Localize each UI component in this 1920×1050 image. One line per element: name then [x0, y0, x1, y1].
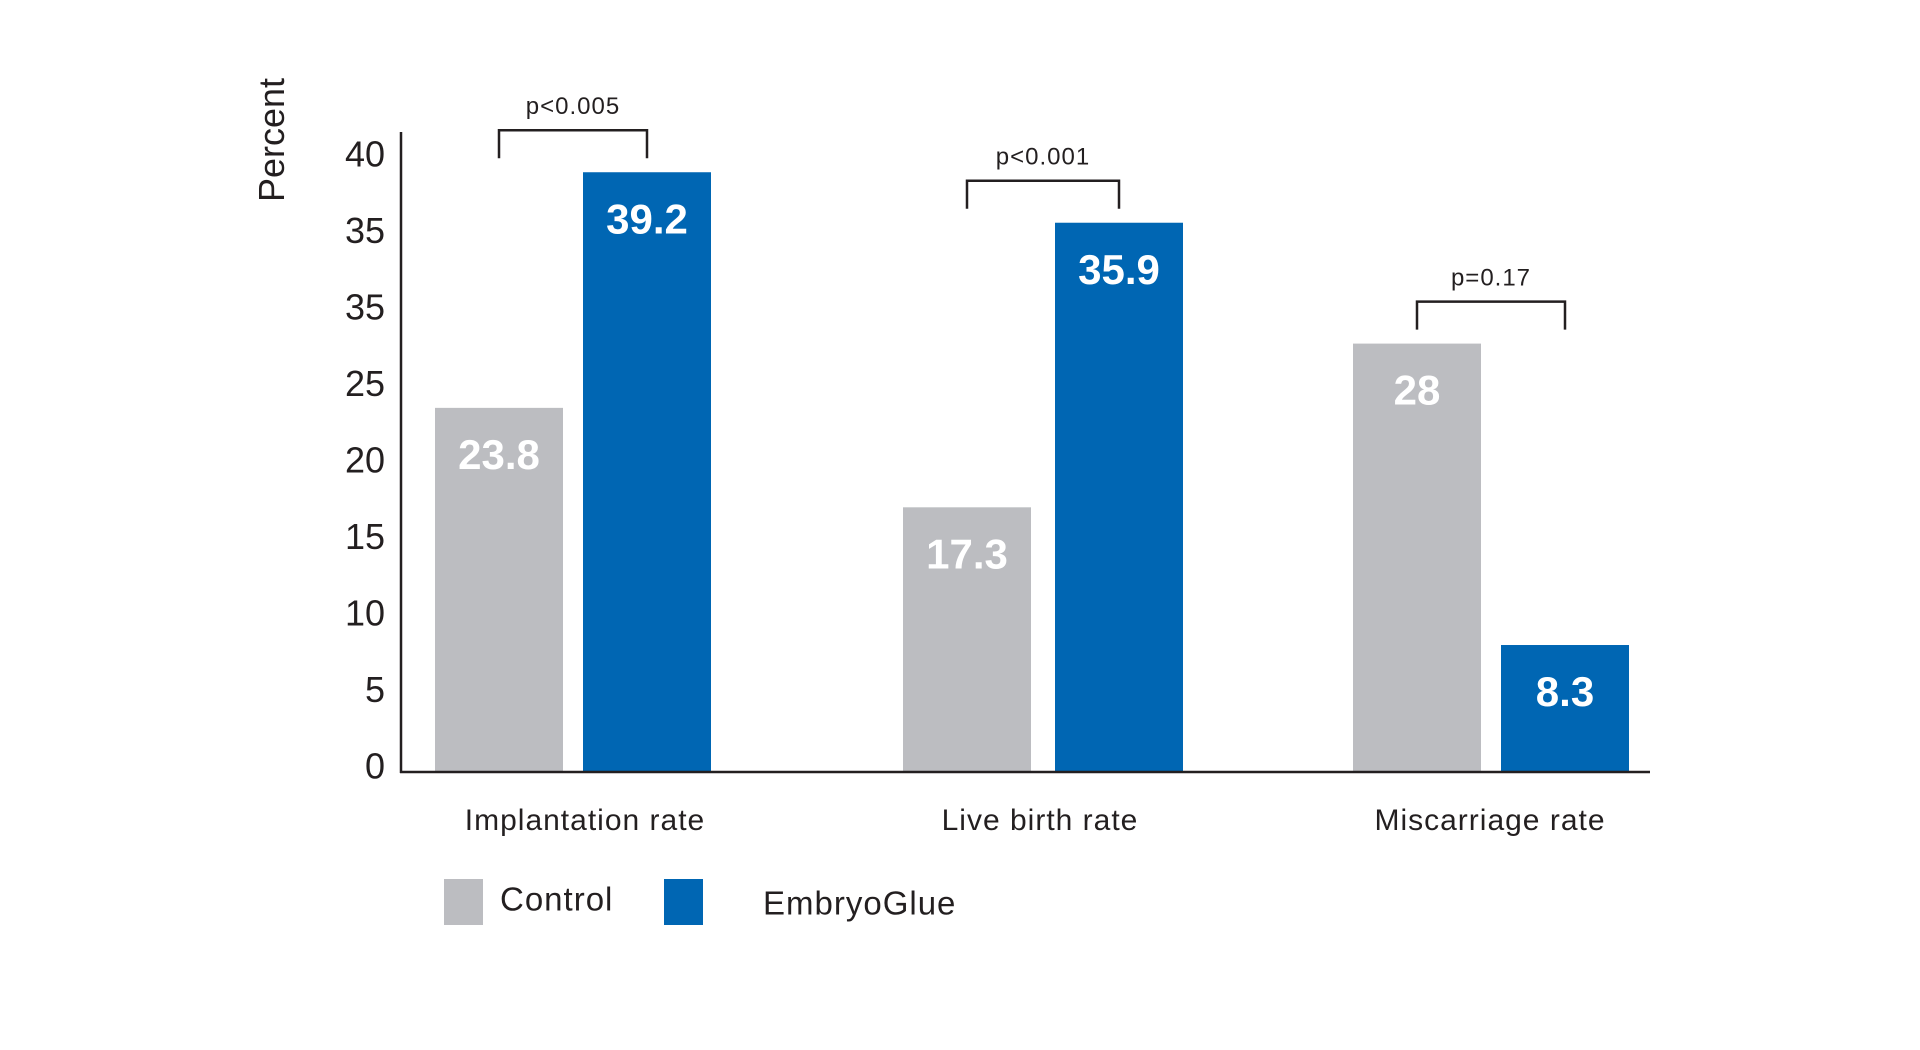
y-tick-label: 20 — [345, 440, 385, 481]
bars: 23.8 39.2 17.3 35.9 28 8.3 — [435, 172, 1629, 773]
bar-embryoglue — [583, 172, 711, 773]
p-value-label: p<0.001 — [996, 144, 1090, 171]
bar-embryoglue — [1501, 645, 1629, 772]
bar-value-label: 35.9 — [1078, 246, 1160, 293]
bar-control — [903, 507, 1031, 772]
legend-swatch-embryoglue — [664, 879, 703, 925]
legend-swatch-control — [444, 879, 483, 925]
y-tick-label: 25 — [345, 363, 385, 404]
y-tick-label: 10 — [345, 593, 385, 634]
y-tick-label: 5 — [365, 669, 385, 710]
bar-control — [435, 407, 563, 772]
y-axis-ticks: 0 5 10 15 20 25 35 35 40 — [345, 134, 385, 787]
p-value-label: p<0.005 — [526, 93, 620, 120]
x-category-label: Implantation rate — [465, 804, 705, 837]
legend: Control EmbryoGlue — [444, 879, 956, 925]
y-tick-label: 40 — [345, 134, 385, 175]
y-tick-label: 35 — [345, 210, 385, 251]
bar-value-label: 28 — [1394, 367, 1441, 414]
x-category-label: Miscarriage rate — [1374, 804, 1605, 837]
bar-embryoglue — [1055, 222, 1183, 773]
x-axis-categories: Implantation rate Live birth rate Miscarri… — [465, 804, 1605, 837]
significance-bracket — [965, 179, 1121, 209]
y-tick-label: 15 — [345, 516, 385, 557]
significance-bracket — [497, 128, 649, 159]
legend-label-embryoglue: EmbryoGlue — [763, 885, 956, 922]
significance-annotations: p<0.005 p<0.001 p=0.17 — [497, 93, 1567, 330]
significance-bracket — [1415, 300, 1567, 330]
bar-value-label: 23.8 — [458, 431, 540, 478]
bar-value-label: 39.2 — [606, 195, 688, 242]
bar-control — [1353, 343, 1481, 772]
bar-value-label: 8.3 — [1536, 668, 1594, 715]
legend-label-control: Control — [500, 881, 613, 918]
bar-value-label: 17.3 — [926, 530, 1008, 577]
y-tick-label: 0 — [365, 746, 385, 787]
x-category-label: Live birth rate — [942, 804, 1139, 837]
y-tick-label: 35 — [345, 287, 385, 328]
p-value-label: p=0.17 — [1451, 265, 1531, 292]
y-axis-title: Percent — [251, 78, 292, 202]
